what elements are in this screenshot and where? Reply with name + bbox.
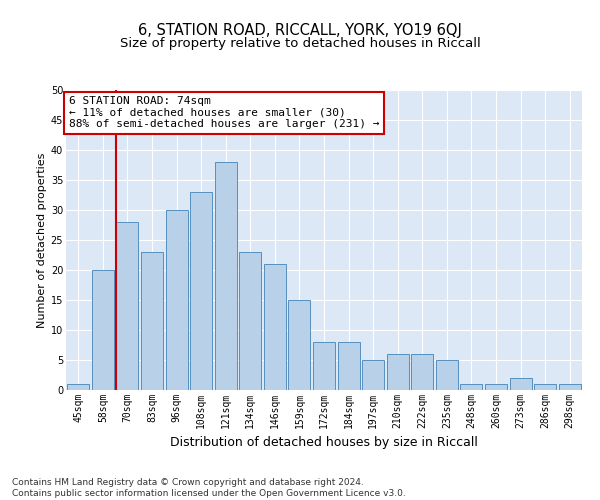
Bar <box>436 360 458 390</box>
Bar <box>460 384 482 390</box>
Bar <box>239 252 262 390</box>
Bar <box>386 354 409 390</box>
Bar <box>190 192 212 390</box>
Bar <box>289 300 310 390</box>
Bar <box>411 354 433 390</box>
Bar <box>264 264 286 390</box>
Bar <box>67 384 89 390</box>
Bar <box>141 252 163 390</box>
Bar <box>215 162 237 390</box>
Bar <box>166 210 188 390</box>
Bar <box>485 384 507 390</box>
Bar <box>338 342 359 390</box>
Text: 6, STATION ROAD, RICCALL, YORK, YO19 6QJ: 6, STATION ROAD, RICCALL, YORK, YO19 6QJ <box>138 22 462 38</box>
Bar <box>92 270 114 390</box>
Bar <box>116 222 139 390</box>
Bar <box>534 384 556 390</box>
Bar <box>313 342 335 390</box>
Bar <box>509 378 532 390</box>
Text: 6 STATION ROAD: 74sqm
← 11% of detached houses are smaller (30)
88% of semi-deta: 6 STATION ROAD: 74sqm ← 11% of detached … <box>68 96 379 129</box>
Y-axis label: Number of detached properties: Number of detached properties <box>37 152 47 328</box>
Bar <box>362 360 384 390</box>
X-axis label: Distribution of detached houses by size in Riccall: Distribution of detached houses by size … <box>170 436 478 450</box>
Text: Contains HM Land Registry data © Crown copyright and database right 2024.
Contai: Contains HM Land Registry data © Crown c… <box>12 478 406 498</box>
Bar <box>559 384 581 390</box>
Text: Size of property relative to detached houses in Riccall: Size of property relative to detached ho… <box>119 38 481 51</box>
